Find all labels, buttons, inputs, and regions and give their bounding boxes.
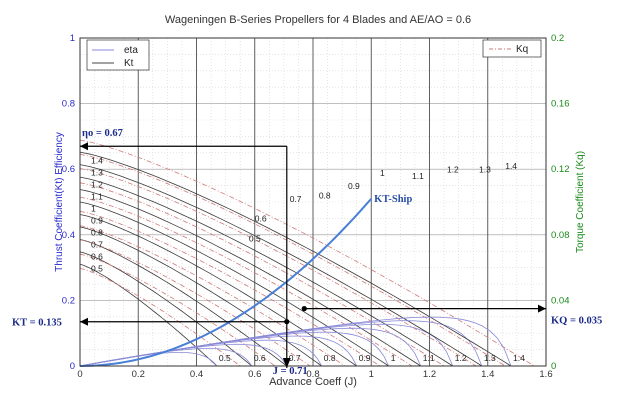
y-left-tick-label: 1 bbox=[70, 33, 75, 44]
y-right-tick-label: 0.16 bbox=[551, 99, 570, 110]
kt-left-label: 1.2 bbox=[91, 180, 103, 190]
legend-right: Kq bbox=[482, 39, 542, 58]
kq-annotation: KQ = 0.035 bbox=[551, 316, 602, 327]
kq-curve bbox=[79, 253, 276, 367]
kt-left-label: 0.8 bbox=[91, 227, 103, 237]
j-marker-arrow bbox=[282, 358, 291, 368]
kt-ship-label: KT-Ship bbox=[374, 194, 412, 205]
kq-curve bbox=[79, 139, 535, 367]
eta-peak-label: 1.4 bbox=[505, 161, 517, 171]
x-tick-label: 1 bbox=[369, 369, 374, 380]
kq-marker-arrow bbox=[538, 304, 546, 313]
kt-annotation: KT = 0.135 bbox=[12, 318, 62, 329]
kt-bottom-label: 1.2 bbox=[455, 353, 467, 363]
kt-bottom-label: 0.5 bbox=[219, 353, 231, 363]
y-right-tick-label: 0.2 bbox=[551, 33, 564, 44]
j-annotation: J = 0.71 bbox=[273, 366, 308, 377]
eta-peak-label: 0.8 bbox=[319, 191, 331, 201]
curves bbox=[79, 139, 535, 367]
kq-curve bbox=[79, 210, 381, 367]
y-left-tick-label: 0.4 bbox=[62, 230, 75, 241]
annotations: ηo = 0.67 KT = 0.135 KQ = 0.035 J = 0.71 bbox=[12, 128, 602, 377]
legend-kq: Kq bbox=[516, 44, 528, 55]
x-tick-label: 1.4 bbox=[481, 369, 494, 380]
x-tick-label: 0.2 bbox=[132, 369, 145, 380]
legend-eta: eta bbox=[124, 45, 138, 56]
chart-title: Wageningen B-Series Propellers for 4 Bla… bbox=[165, 14, 471, 26]
eta-peak-label: 0.9 bbox=[348, 181, 360, 191]
kt-bottom-label: 0.9 bbox=[359, 353, 371, 363]
kt-curve bbox=[79, 214, 357, 367]
legend-kt: Kt bbox=[124, 58, 134, 69]
kt-left-label: 0.5 bbox=[91, 263, 103, 273]
kq-curve bbox=[79, 268, 241, 367]
kt-operating-point bbox=[284, 319, 290, 325]
y-right-tick-label: 0 bbox=[551, 361, 556, 372]
y-right-tick-label: 0.08 bbox=[551, 230, 570, 241]
kt-bottom-label: 0.8 bbox=[324, 353, 336, 363]
x-tick-label: 0.8 bbox=[306, 369, 319, 380]
kt-ship-curve bbox=[79, 198, 373, 367]
x-tick-label: 0 bbox=[77, 369, 82, 380]
axes: 0 0.2 0.4 0.6 0.8 1 1.2 1.4 1.600.20.40.60.8100.… bbox=[62, 33, 570, 380]
kt-bottom-label: 1.3 bbox=[484, 353, 496, 363]
kt-curve bbox=[79, 263, 218, 367]
kt-bottom-label: 1 bbox=[391, 353, 396, 363]
kt-left-label: 1.1 bbox=[91, 192, 103, 202]
kt-left-label: 0.7 bbox=[91, 239, 103, 249]
eta-peak-label: 0.5 bbox=[249, 233, 261, 243]
kt-bottom-label: 1.4 bbox=[513, 353, 525, 363]
kt-bottom-label: 1.1 bbox=[423, 353, 435, 363]
x-axis-label: Advance Coeff (J) bbox=[269, 376, 357, 388]
y-left-tick-label: 0.6 bbox=[62, 164, 75, 175]
kq-curve bbox=[79, 182, 445, 367]
x-tick-label: 1.6 bbox=[539, 369, 552, 380]
y-left-tick-label: 0.2 bbox=[62, 295, 75, 306]
y-axis-label-left: Thrust Coefficient(Kt) Efficiency bbox=[54, 132, 65, 272]
eta0-annotation: ηo = 0.67 bbox=[82, 128, 123, 139]
kt-bottom-label: 0.6 bbox=[254, 353, 266, 363]
eta-peak-label: 0.6 bbox=[255, 214, 267, 224]
kt-bottom-label: 0.7 bbox=[289, 353, 301, 363]
kt-left-label: 1 bbox=[91, 204, 96, 214]
curve-labels: 1.41.31.21.110.90.80.70.60.50.50.60.7 0.8… bbox=[91, 156, 525, 363]
kq-operating-point bbox=[301, 306, 307, 312]
kq-curve bbox=[79, 196, 413, 367]
kt-left-label: 1.3 bbox=[91, 168, 103, 178]
eta-peak-label: 1.2 bbox=[447, 164, 459, 174]
x-tick-label: 0.4 bbox=[190, 369, 203, 380]
eta-peak-label: 1 bbox=[380, 168, 385, 178]
x-tick-label: 1.2 bbox=[423, 369, 436, 380]
kt-left-label: 0.6 bbox=[91, 251, 103, 261]
kt-curve bbox=[79, 239, 288, 367]
eta-curve bbox=[79, 316, 512, 367]
y-axis-label-right: Torque Coefficient (Kq) bbox=[575, 151, 586, 253]
kt-left-label: 0.9 bbox=[91, 216, 103, 226]
y-right-tick-label: 0.12 bbox=[551, 164, 570, 175]
eta-marker-arrow bbox=[80, 142, 88, 151]
kt-curve bbox=[79, 176, 454, 367]
legend-left: eta Kt bbox=[86, 39, 150, 71]
kt-curve bbox=[79, 151, 512, 367]
plot-frame bbox=[79, 37, 547, 367]
kt-curve bbox=[79, 189, 422, 367]
eta-peak-label: 1.3 bbox=[479, 164, 491, 174]
kt-left-label: 1.4 bbox=[91, 156, 103, 166]
kt-curve bbox=[79, 226, 322, 367]
eta-peak-label: 0.7 bbox=[290, 194, 302, 204]
eta-peak-label: 1.1 bbox=[412, 171, 424, 181]
y-right-tick-label: 0.04 bbox=[551, 295, 570, 306]
kt-curve bbox=[79, 164, 483, 367]
x-tick-label: 0.6 bbox=[248, 369, 261, 380]
y-left-tick-label: 0.8 bbox=[62, 99, 75, 110]
kt-marker-arrow bbox=[80, 317, 88, 326]
y-left-tick-label: 0 bbox=[70, 361, 75, 372]
grid bbox=[79, 37, 547, 367]
